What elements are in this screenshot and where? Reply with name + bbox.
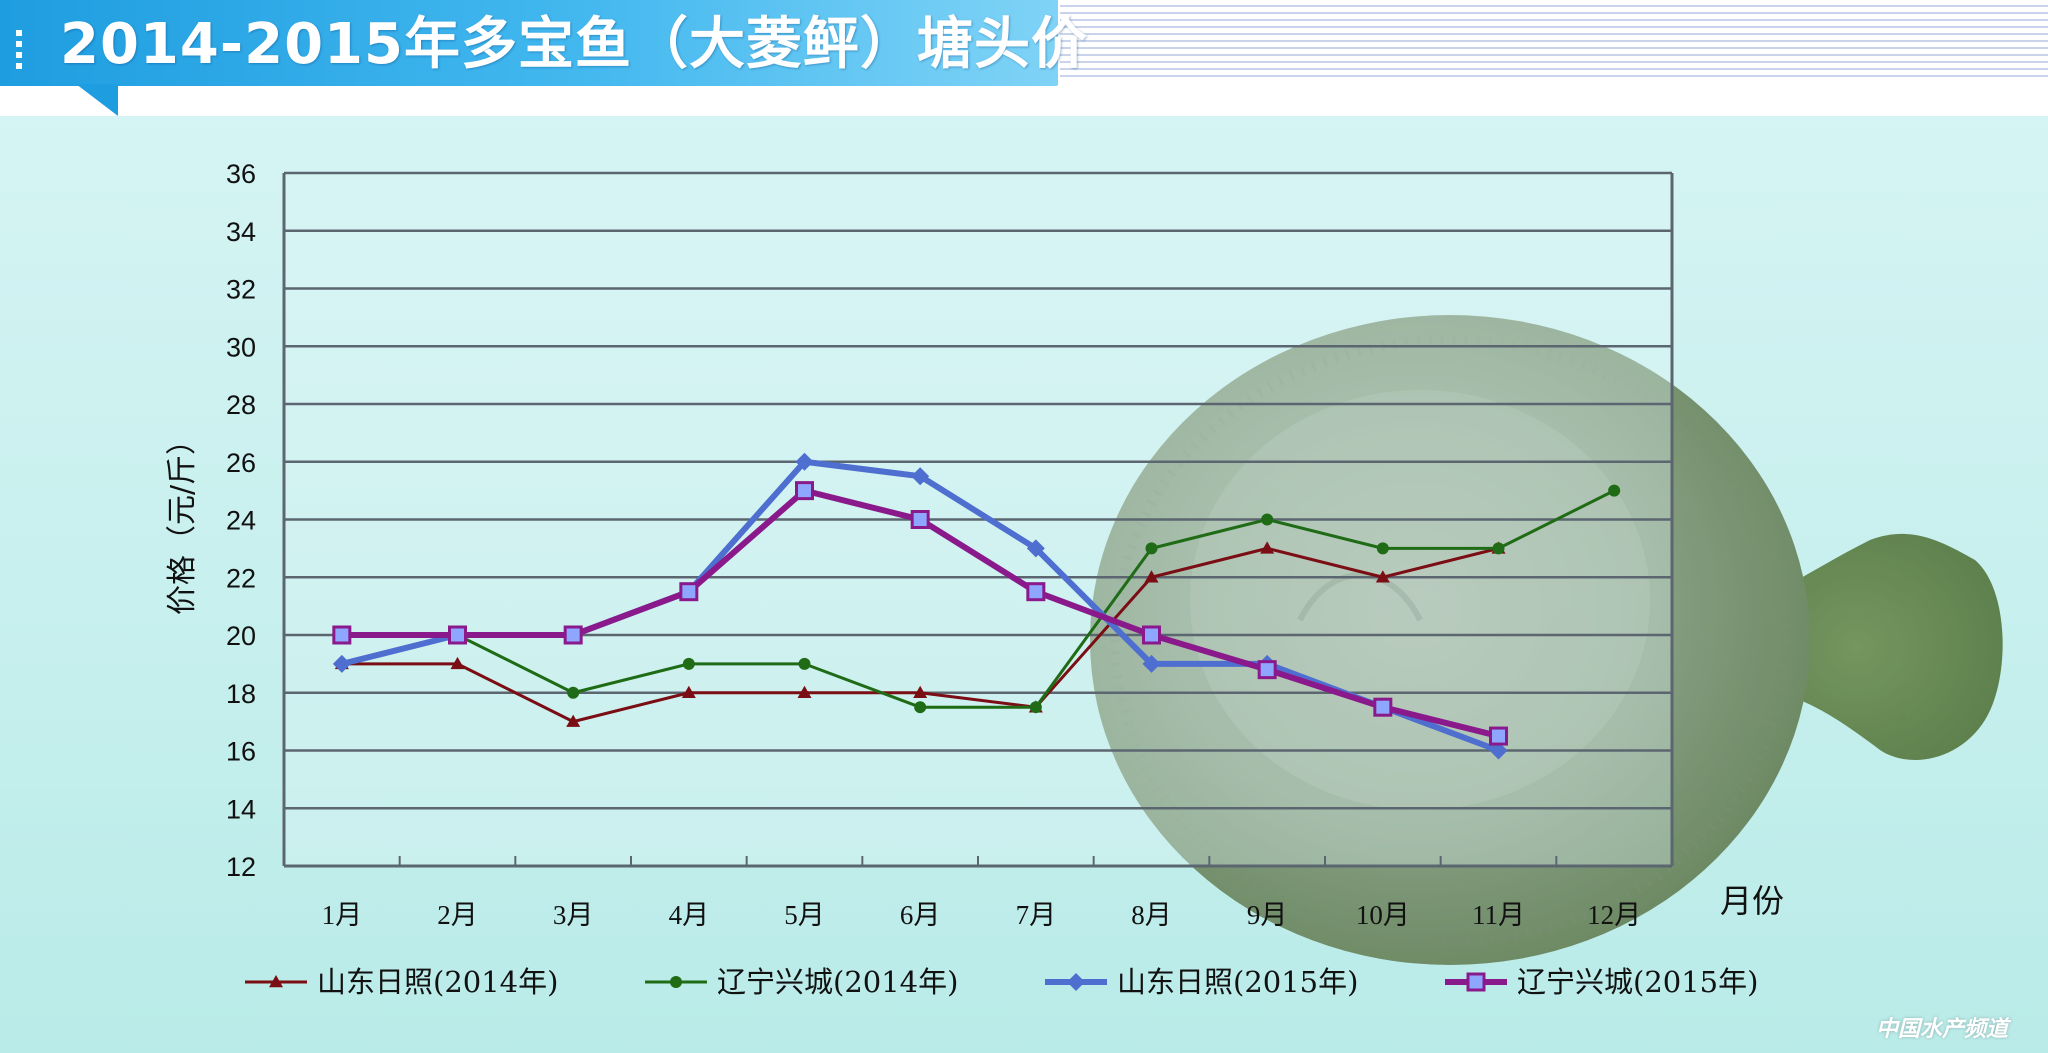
- header-stripes: [1060, 0, 2048, 82]
- series-line: [341, 489, 1615, 709]
- y-tick-label: 34: [226, 217, 256, 247]
- legend-marker: [1067, 973, 1085, 991]
- data-point: [1260, 541, 1275, 554]
- legend-label: 山东日照(2015年): [1117, 965, 1358, 999]
- legend-item: 山东日照(2015年): [1045, 965, 1358, 999]
- series-1: [334, 541, 1506, 727]
- turbot-fish-image: [1090, 315, 2003, 965]
- data-point: [1489, 741, 1508, 760]
- data-point: [798, 657, 811, 670]
- data-point: [913, 685, 928, 698]
- legend-marker: [1466, 972, 1486, 992]
- data-point: [914, 701, 927, 714]
- y-tick-label: 32: [226, 275, 256, 305]
- data-point: [1373, 697, 1393, 717]
- data-point: [1261, 513, 1274, 526]
- y-tick-label: 12: [226, 852, 256, 882]
- watermark-text: 中国水产频道: [1875, 1017, 2008, 1042]
- data-point: [1029, 701, 1042, 714]
- data-point: [1375, 570, 1390, 583]
- x-tick-label: 4月: [669, 900, 710, 930]
- legend-marker: [670, 976, 682, 988]
- legend-item: 山东日照(2014年): [245, 965, 558, 999]
- data-point: [448, 625, 467, 645]
- y-tick-label: 36: [226, 159, 256, 189]
- legend-item: 辽宁兴城(2015年): [1445, 965, 1758, 999]
- data-point: [1144, 570, 1159, 583]
- data-point: [567, 686, 580, 699]
- data-point: [1026, 582, 1046, 602]
- y-axis-title: 价格（元/斤）: [165, 425, 200, 615]
- x-tick-label: 8月: [1131, 900, 1172, 930]
- page-title: 2014-2015年多宝鱼（大菱鲆）塘头价: [60, 12, 1088, 77]
- data-point: [681, 685, 696, 698]
- series-4: [332, 481, 1508, 746]
- x-axis-title: 月份: [1720, 882, 1784, 920]
- legend-marker: [269, 975, 283, 988]
- y-tick-label: 28: [226, 390, 256, 420]
- data-point: [797, 685, 812, 698]
- y-tick-label: 16: [226, 737, 256, 767]
- y-tick-label: 24: [226, 506, 256, 536]
- data-point: [911, 467, 930, 486]
- x-tick-label: 11月: [1472, 900, 1525, 930]
- x-tick-label: 7月: [1016, 900, 1057, 930]
- banner-tail-decoration: [76, 84, 118, 116]
- y-tick-label: 22: [226, 563, 256, 593]
- banner-dots-decoration: [16, 30, 22, 74]
- data-point: [910, 510, 930, 529]
- y-tick-label: 14: [226, 794, 256, 824]
- data-point: [1492, 542, 1505, 555]
- x-tick-label: 10月: [1356, 900, 1410, 930]
- x-tick-label: 5月: [784, 900, 825, 930]
- data-point: [795, 452, 814, 471]
- data-point: [332, 625, 352, 645]
- legend-label: 辽宁兴城(2015年): [1517, 965, 1758, 999]
- data-point: [563, 625, 583, 645]
- legend-label: 辽宁兴城(2014年): [717, 965, 958, 999]
- y-tick-label: 18: [226, 679, 256, 709]
- data-point: [795, 481, 814, 501]
- data-point: [1145, 542, 1158, 555]
- data-point: [1142, 654, 1161, 673]
- data-point: [332, 654, 351, 673]
- data-point: [1489, 726, 1508, 746]
- header-bar: 2014-2015年多宝鱼（大菱鲆）塘头价: [0, 0, 2048, 116]
- x-tick-label: 2月: [437, 900, 478, 930]
- x-tick-label: 1月: [322, 900, 363, 930]
- plot-area: 12 14 16 18 20 22 24 26 28 30 32 34 36 1月 2月 3月 4月 5月 6月 7月…: [165, 159, 1784, 999]
- data-point: [450, 656, 465, 670]
- data-point: [566, 714, 581, 727]
- data-point: [1376, 542, 1389, 555]
- legend-item: 辽宁兴城(2014年): [645, 965, 958, 999]
- data-point: [1026, 539, 1045, 558]
- data-point: [682, 657, 695, 670]
- y-tick-label: 20: [226, 621, 256, 651]
- x-tick-label: 9月: [1247, 900, 1288, 930]
- data-point: [1608, 484, 1621, 497]
- y-tick-label: 30: [226, 332, 256, 362]
- x-tick-label: 6月: [900, 900, 941, 930]
- data-point: [1142, 625, 1161, 645]
- legend-label: 山东日照(2014年): [317, 965, 558, 999]
- x-tick-label: 12月: [1587, 900, 1641, 930]
- y-tick-label: 26: [226, 448, 256, 478]
- data-point: [1257, 660, 1277, 680]
- x-tick-label: 3月: [553, 900, 594, 930]
- title-banner: 2014-2015年多宝鱼（大菱鲆）塘头价: [0, 0, 1087, 86]
- data-point: [679, 582, 699, 602]
